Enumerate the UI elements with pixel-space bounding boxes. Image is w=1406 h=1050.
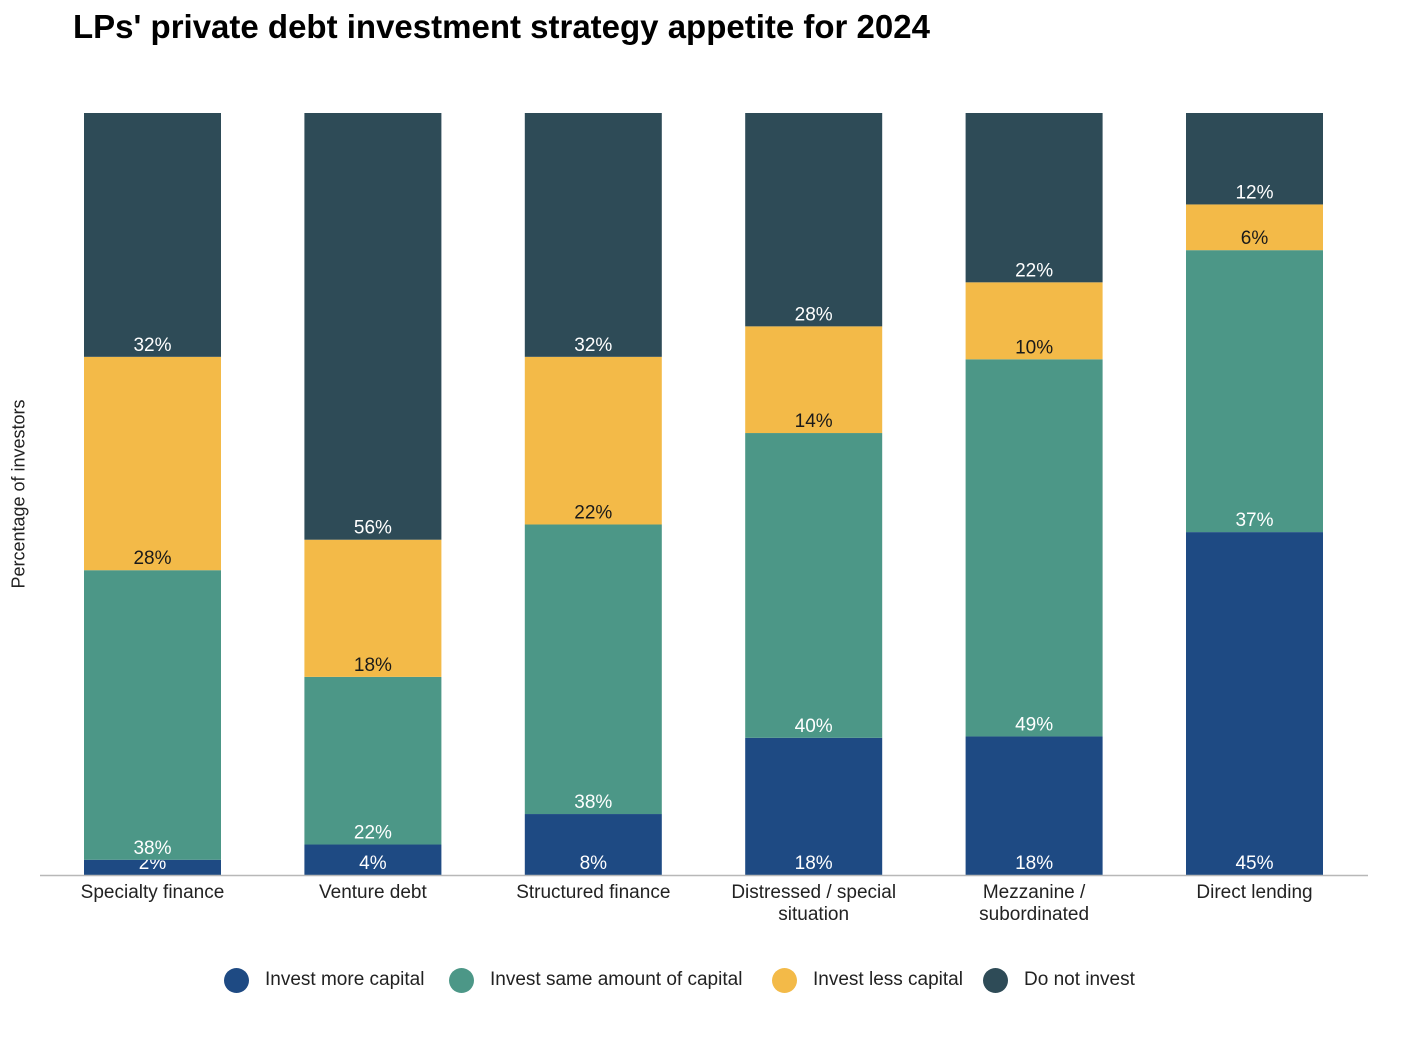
bar-segment-invest-more-capital-structured-finance xyxy=(524,814,662,875)
bar-segment-do-not-invest-direct-lending xyxy=(1186,113,1323,205)
x-tick-label-mezzanine-subordinated: Mezzanine / subordinated xyxy=(979,882,1089,925)
data-label-invest-more-capital-direct-lending: 45% xyxy=(1235,853,1273,874)
bar-segment-invest-more-capital-specialty-finance xyxy=(84,859,221,875)
bar-segment-do-not-invest-specialty-finance xyxy=(84,113,221,357)
data-label-do-not-invest-mezzanine-subordinated: 22% xyxy=(1015,260,1053,281)
legend-label-invest-same-amount-of-capital: Invest same amount of capital xyxy=(490,969,743,990)
data-label-do-not-invest-venture-debt: 56% xyxy=(354,518,392,539)
bar-segment-invest-more-capital-mezzanine-subordinated xyxy=(965,736,1103,875)
legend-label-invest-more-capital: Invest more capital xyxy=(265,969,425,990)
legend-item-do-not-invest: Do not invest xyxy=(983,962,1135,998)
bar-segment-do-not-invest-mezzanine-subordinated xyxy=(965,113,1103,283)
bar-segment-do-not-invest-structured-finance xyxy=(524,113,662,357)
bar-segment-invest-same-amount-of-capital-direct-lending xyxy=(1186,250,1323,533)
x-tick-label-structured-finance: Structured finance xyxy=(516,882,670,903)
data-label-invest-more-capital-mezzanine-subordinated: 18% xyxy=(1015,853,1053,874)
x-tick-label-direct-lending: Direct lending xyxy=(1196,882,1312,903)
data-label-do-not-invest-specialty-finance: 32% xyxy=(133,335,171,356)
chart-title: LPs' private debt investment strategy ap… xyxy=(73,8,930,45)
stacked-bar-chart: 2%38%28%32%Specialty finance4%22%18%56%V… xyxy=(40,113,1368,925)
chart-legend: Invest more capital Invest same amount of… xyxy=(0,962,1406,998)
x-tick-label-distressed-special-situation: Distressed / special situation xyxy=(731,882,896,925)
bar-segment-invest-same-amount-of-capital-structured-finance xyxy=(524,524,662,815)
data-label-invest-less-capital-venture-debt: 18% xyxy=(354,655,392,676)
bar-segment-do-not-invest-venture-debt xyxy=(304,113,442,540)
data-label-do-not-invest-direct-lending: 12% xyxy=(1235,182,1273,203)
bar-segment-invest-more-capital-venture-debt xyxy=(304,844,442,875)
legend-label-invest-less-capital: Invest less capital xyxy=(813,969,963,990)
bar-segment-invest-same-amount-of-capital-venture-debt xyxy=(304,676,442,845)
data-label-invest-less-capital-structured-finance: 22% xyxy=(574,502,612,523)
legend-item-invest-less-capital: Invest less capital xyxy=(772,962,963,998)
data-label-invest-same-amount-of-capital-mezzanine-subordinated: 49% xyxy=(1015,714,1053,735)
data-label-invest-less-capital-direct-lending: 6% xyxy=(1241,228,1269,249)
bar-segment-do-not-invest-distressed-special-situation xyxy=(745,113,883,327)
bar-segment-invest-less-capital-specialty-finance xyxy=(84,356,221,571)
bar-segment-invest-less-capital-structured-finance xyxy=(524,356,662,525)
bar-segment-invest-less-capital-distressed-special-situation xyxy=(745,326,883,434)
bar-segment-invest-same-amount-of-capital-distressed-special-situation xyxy=(745,433,883,738)
legend-swatch-invest-more-capital xyxy=(224,967,249,993)
data-label-invest-less-capital-specialty-finance: 28% xyxy=(133,548,171,569)
data-label-invest-more-capital-venture-debt: 4% xyxy=(359,853,387,874)
legend-item-invest-more-capital: Invest more capital xyxy=(224,962,424,998)
legend-swatch-invest-less-capital xyxy=(772,967,797,993)
data-label-invest-same-amount-of-capital-specialty-finance: 38% xyxy=(133,838,171,859)
x-tick-label-venture-debt: Venture debt xyxy=(319,882,427,903)
data-label-invest-same-amount-of-capital-direct-lending: 37% xyxy=(1235,510,1273,531)
data-label-do-not-invest-distressed-special-situation: 28% xyxy=(795,304,833,325)
bar-segment-invest-less-capital-direct-lending xyxy=(1186,204,1323,251)
legend-item-invest-same-amount-of-capital: Invest same amount of capital xyxy=(449,962,742,998)
bar-segment-invest-more-capital-distressed-special-situation xyxy=(745,737,883,875)
legend-label-do-not-invest: Do not invest xyxy=(1024,969,1135,990)
data-label-invest-less-capital-distressed-special-situation: 14% xyxy=(795,411,833,432)
data-label-invest-same-amount-of-capital-venture-debt: 22% xyxy=(354,823,392,844)
data-label-invest-more-capital-distressed-special-situation: 18% xyxy=(795,853,833,874)
legend-swatch-invest-same-amount-of-capital xyxy=(449,967,474,993)
data-label-invest-same-amount-of-capital-distressed-special-situation: 40% xyxy=(795,716,833,737)
legend-swatch-do-not-invest xyxy=(983,967,1008,993)
bar-segment-invest-more-capital-direct-lending xyxy=(1186,532,1323,875)
data-label-do-not-invest-structured-finance: 32% xyxy=(574,335,612,356)
bar-segment-invest-less-capital-mezzanine-subordinated xyxy=(965,282,1103,360)
x-tick-label-specialty-finance: Specialty finance xyxy=(81,882,225,903)
bar-segment-invest-same-amount-of-capital-specialty-finance xyxy=(84,570,221,860)
bar-segment-invest-less-capital-venture-debt xyxy=(304,539,442,677)
data-label-invest-same-amount-of-capital-structured-finance: 38% xyxy=(574,792,612,813)
bar-segment-invest-same-amount-of-capital-mezzanine-subordinated xyxy=(965,359,1103,737)
data-label-invest-more-capital-structured-finance: 8% xyxy=(580,853,608,874)
data-label-invest-less-capital-mezzanine-subordinated: 10% xyxy=(1015,337,1053,358)
